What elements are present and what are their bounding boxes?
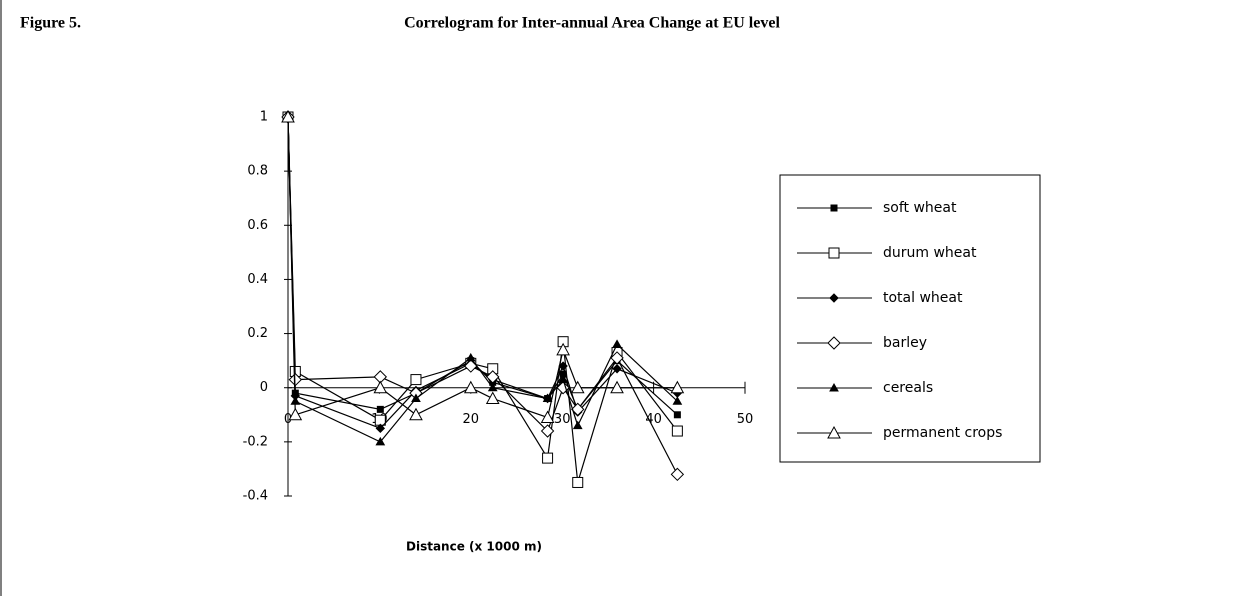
marker — [571, 402, 585, 417]
legend-marker — [829, 382, 839, 392]
marker — [572, 420, 583, 430]
legend-label: permanent crops — [883, 425, 1002, 441]
series-line — [287, 116, 678, 430]
y-tick-label: 0.6 — [247, 218, 268, 233]
marker — [672, 396, 683, 405]
marker — [542, 393, 553, 403]
marker — [288, 407, 303, 421]
series-line — [287, 116, 678, 483]
marker — [542, 452, 554, 464]
marker — [411, 393, 421, 403]
legend-marker — [827, 425, 841, 439]
marker — [610, 380, 624, 394]
marker — [540, 424, 555, 438]
marker — [465, 352, 476, 362]
marker — [410, 374, 422, 386]
marker — [556, 342, 570, 356]
y-tick-label: 1 — [260, 110, 268, 125]
marker — [375, 436, 386, 446]
legend-box — [779, 174, 1041, 463]
legend-marker — [829, 293, 839, 303]
marker — [373, 380, 388, 394]
legend-label: barley — [883, 335, 927, 351]
y-tick-label: 0.8 — [247, 164, 268, 179]
legend-marker — [828, 247, 840, 259]
legend-label: total wheat — [883, 290, 963, 306]
marker — [673, 411, 681, 419]
marker — [612, 364, 622, 374]
legend-label: cereals — [883, 380, 933, 396]
marker — [610, 351, 624, 365]
marker — [375, 423, 386, 434]
series-line — [287, 116, 678, 475]
legend-label: soft wheat — [883, 200, 957, 216]
chart-title: Correlogram for Inter-annual Area Change… — [404, 15, 780, 32]
legend-marker — [827, 336, 841, 350]
y-tick-label: 0 — [260, 380, 268, 395]
legend-label: durum wheat — [883, 245, 977, 261]
marker — [487, 382, 498, 392]
y-tick-label: 0.4 — [247, 272, 268, 287]
marker — [558, 361, 568, 371]
y-tick-label: -0.4 — [243, 489, 268, 504]
marker — [463, 380, 478, 394]
marker — [485, 391, 500, 405]
y-tick-label: -0.2 — [243, 434, 268, 449]
marker — [670, 467, 685, 482]
x-tick-label: 20 — [463, 412, 480, 427]
marker — [281, 109, 295, 123]
x-tick-label: 0 — [284, 412, 292, 427]
marker — [612, 339, 622, 348]
x-tick-label: 30 — [554, 412, 571, 427]
x-tick-label: 50 — [737, 412, 754, 427]
marker — [570, 380, 585, 394]
marker — [558, 374, 568, 384]
marker — [376, 405, 384, 413]
marker — [572, 476, 584, 488]
legend-marker — [830, 204, 838, 212]
marker — [409, 407, 423, 421]
x-axis-label: Distance (x 1000 m) — [406, 540, 542, 554]
marker — [540, 410, 555, 423]
y-tick-label: 0.2 — [247, 326, 268, 341]
marker — [671, 425, 683, 437]
x-tick-label: 40 — [645, 412, 662, 427]
marker — [670, 380, 685, 394]
figure-label: Figure 5. — [20, 15, 81, 32]
